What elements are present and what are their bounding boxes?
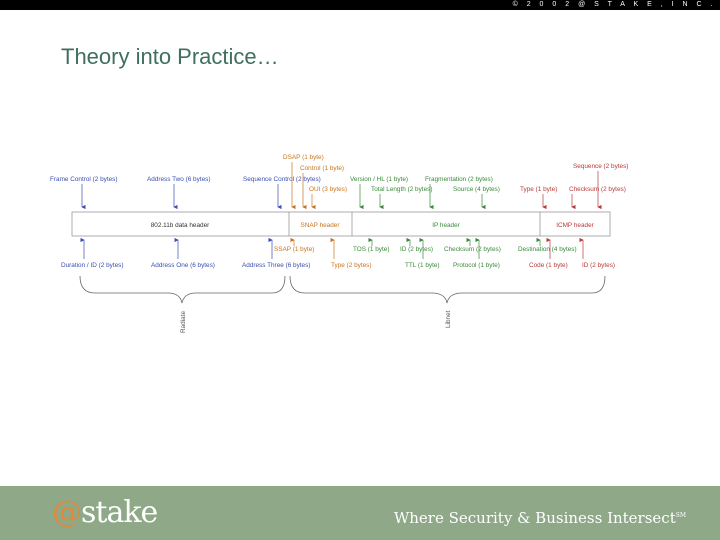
label-checksum-icmp: Checksum (2 bytes) <box>569 186 626 193</box>
tagline-service-mark: SM <box>675 512 686 519</box>
copyright-text: © 2 0 0 2 @ S T A K E , I N C . <box>512 1 716 8</box>
stake-logo: @stake <box>52 495 158 530</box>
label-checksum-ip: Checksum (2 bytes) <box>444 246 501 253</box>
slide-title: Theory into Practice… <box>61 44 279 69</box>
label-fragmentation: Fragmentation (2 bytes) <box>425 176 493 183</box>
label-tos: TOS (1 byte) <box>353 246 389 253</box>
footer-tagline: Where Security & Business IntersectSM <box>394 509 686 527</box>
label-duration-id: Duration / ID (2 bytes) <box>61 262 124 269</box>
logo-at: @ <box>52 495 82 530</box>
label-code: Code (1 byte) <box>529 262 568 269</box>
label-address-three: Address Three (6 bytes) <box>242 262 310 269</box>
segment-icmp: ICMP header <box>556 222 594 229</box>
label-ttl: TTL (1 byte) <box>405 262 440 269</box>
label-type-icmp: Type (1 byte) <box>520 186 557 193</box>
label-ssap: SSAP (1 byte) <box>274 246 314 253</box>
top-bar: © 2 0 0 2 @ S T A K E , I N C . <box>0 0 720 10</box>
bracket-libnet <box>289 275 606 304</box>
label-dsap: DSAP (1 byte) <box>283 154 324 161</box>
segment-snap: SNAP header <box>301 222 341 229</box>
logo-word: stake <box>81 495 158 530</box>
tagline-text: Where Security & Business Intersect <box>393 509 676 527</box>
label-type-snap: Type (2 bytes) <box>331 262 372 269</box>
label-id-icmp: ID (2 bytes) <box>582 262 615 269</box>
footer-band <box>0 486 720 540</box>
label-source: Source (4 bytes) <box>453 186 500 193</box>
label-frame-control: Frame Control (2 bytes) <box>50 176 117 183</box>
label-address-two: Address Two (6 bytes) <box>147 176 210 183</box>
bracket-label-radiate: Radiate <box>180 311 187 333</box>
label-version-hl: Version / HL (1 byte) <box>350 176 408 183</box>
label-protocol: Protocol (1 byte) <box>453 262 500 269</box>
label-oui: OUI (3 bytes) <box>309 186 347 193</box>
label-control: Control (1 byte) <box>300 165 344 172</box>
label-destination: Destination (4 bytes) <box>518 246 577 253</box>
label-total-length: Total Length (2 bytes) <box>371 186 432 193</box>
label-id-ip: ID (2 bytes) <box>400 246 433 253</box>
label-sequence: Sequence (2 bytes) <box>573 163 628 170</box>
bracket-label-libnet: Libnet <box>445 310 452 328</box>
segment-dot11: 802.11b data header <box>151 222 210 229</box>
packet-diagram: 802.11b data header SNAP header IP heade… <box>50 154 628 333</box>
packet-bar <box>71 211 611 237</box>
bracket-radiate <box>79 275 286 304</box>
label-sequence-control: Sequence Control (2 bytes) <box>243 176 321 183</box>
label-address-one: Address One (6 bytes) <box>151 262 215 269</box>
segment-ip: IP header <box>432 222 460 229</box>
